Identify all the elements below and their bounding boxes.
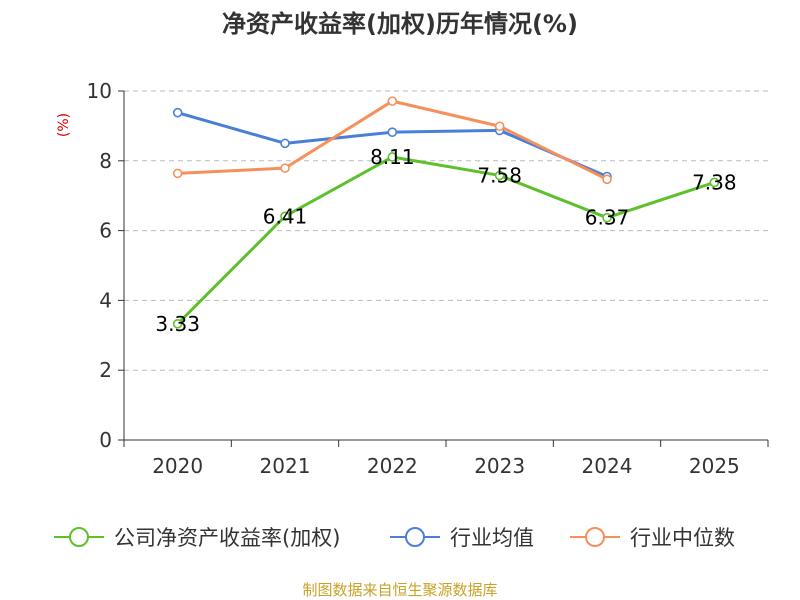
data-point-s2-2022 bbox=[387, 96, 398, 106]
data-label-2023: 7.58 bbox=[477, 163, 522, 187]
legend-label-0: 公司净资产收益率(加权) bbox=[114, 526, 340, 550]
data-label-2022: 8.11 bbox=[370, 145, 415, 169]
legend-label-1: 行业均值 bbox=[450, 526, 534, 550]
legend-marker-2 bbox=[585, 527, 605, 547]
x-tick-label-2020: 2020 bbox=[152, 454, 203, 478]
data-point-s2-2021 bbox=[280, 163, 290, 173]
x-tick-label-2024: 2024 bbox=[582, 454, 633, 478]
data-point-s2-2020 bbox=[172, 168, 183, 179]
y-axis-unit: (%) bbox=[56, 113, 72, 137]
data-label-2024: 6.37 bbox=[585, 206, 630, 230]
x-tick-label-2025: 2025 bbox=[689, 454, 740, 478]
data-point-s0-2023 bbox=[494, 170, 505, 181]
data-point-s2-2023 bbox=[494, 121, 505, 132]
legend-marker-0 bbox=[69, 527, 89, 547]
data-point-s0-2021 bbox=[280, 211, 290, 222]
series-line-0 bbox=[176, 155, 715, 325]
x-tick-label-2022: 2022 bbox=[367, 454, 418, 478]
y-tick-label-0: 0 bbox=[99, 428, 112, 452]
x-tick-label-2021: 2021 bbox=[260, 454, 311, 478]
data-source-note: 制图数据来自恒生聚源数据库 bbox=[302, 581, 497, 599]
legend-label-2: 行业中位数 bbox=[630, 526, 735, 550]
y-tick-label-10: 10 bbox=[87, 79, 112, 103]
chart-title: 净资产收益率(加权)历年情况(%) bbox=[222, 10, 578, 38]
legend-marker-1 bbox=[405, 527, 425, 547]
data-point-s2-2024 bbox=[602, 174, 612, 185]
data-point-s1-2022 bbox=[387, 127, 398, 137]
y-tick-label-4: 4 bbox=[99, 288, 112, 312]
data-point-s1-2021 bbox=[280, 138, 290, 149]
data-point-s0-2020 bbox=[172, 318, 183, 329]
data-label-2021: 6.41 bbox=[263, 204, 308, 228]
data-point-s1-2020 bbox=[172, 107, 183, 118]
y-tick-label-6: 6 bbox=[99, 219, 112, 243]
data-point-s0-2024 bbox=[602, 212, 612, 223]
y-tick-label-8: 8 bbox=[99, 149, 112, 173]
data-label-2020: 3.33 bbox=[155, 312, 200, 336]
data-label-2025: 7.38 bbox=[692, 170, 737, 194]
data-point-s0-2022 bbox=[387, 152, 398, 162]
data-point-s0-2025 bbox=[709, 177, 720, 188]
y-tick-label-2: 2 bbox=[99, 358, 112, 382]
x-tick-label-2023: 2023 bbox=[474, 454, 525, 478]
